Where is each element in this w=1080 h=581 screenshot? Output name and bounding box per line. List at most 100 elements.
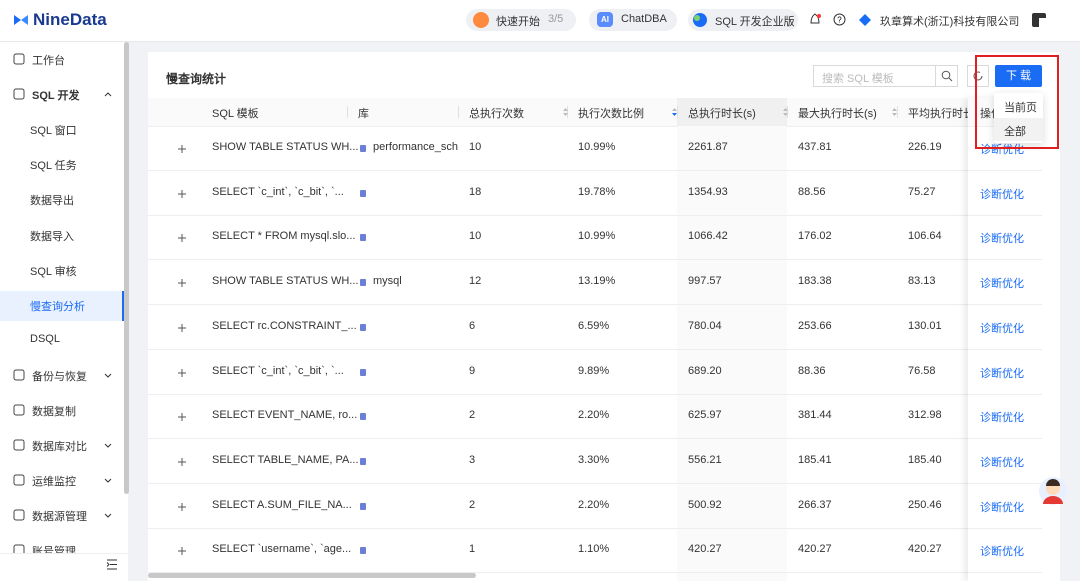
menu-item[interactable]: SQL 窗口: [30, 125, 77, 138]
action-link[interactable]: 诊断优化: [980, 456, 1024, 469]
refresh-icon: [972, 70, 984, 82]
row-divider: [148, 527, 1042, 529]
db-icon: [360, 279, 366, 287]
expand-icon[interactable]: [178, 412, 186, 422]
menu-icon-svg: [13, 439, 25, 451]
cell-ratio: 9.89%: [578, 364, 610, 377]
chevron: [103, 370, 113, 380]
menu-item[interactable]: 工作台: [32, 55, 65, 67]
expand-icon[interactable]: [178, 144, 186, 153]
row-divider: [148, 572, 1042, 574]
chevron-svg: [104, 373, 112, 378]
sort-icon-svg: [672, 108, 677, 116]
sort-icon: [671, 106, 678, 118]
menu-item[interactable]: SQL 开发: [32, 90, 80, 103]
expand-icon[interactable]: [178, 546, 186, 556]
menu-option[interactable]: 全部: [1004, 126, 1026, 138]
bell-icon-svg: [810, 13, 821, 24]
panel-title: 慢查询统计: [166, 72, 227, 86]
collapse-icon-svg: [106, 559, 117, 570]
action-link[interactable]: 诊断优化: [980, 367, 1024, 380]
column-header: 最大执行时长(s): [798, 108, 877, 120]
expand-icon[interactable]: [178, 368, 186, 377]
expand-icon[interactable]: [178, 323, 186, 332]
chevron-svg: [104, 478, 112, 483]
expand-icon[interactable]: [178, 189, 186, 198]
row-divider: [968, 214, 1042, 216]
quick-start-btn[interactable]: [466, 9, 576, 31]
cell-avg: 75.27: [908, 185, 936, 198]
row-divider: [968, 438, 1042, 440]
sql-template: SHOW TABLE STATUS WH...: [212, 275, 359, 288]
cell-count: 2: [469, 498, 476, 511]
edition-btn[interactable]: [688, 9, 798, 31]
menu-item[interactable]: 数据导出: [30, 195, 74, 208]
expand-icon[interactable]: [178, 278, 186, 288]
search-box[interactable]: [813, 65, 958, 87]
sort-icon-svg: [563, 108, 568, 116]
cell-ratio: 10.99%: [578, 230, 616, 243]
action-link[interactable]: 诊断优化: [980, 278, 1024, 291]
row-divider: [968, 482, 1042, 484]
action-link[interactable]: 诊断优化: [980, 546, 1024, 559]
collapse-icon: [106, 559, 118, 570]
menu-item[interactable]: 数据导入: [30, 230, 74, 243]
menu-icon-svg: [13, 369, 25, 381]
expand-icon-svg: [178, 502, 186, 511]
sql-template: SELECT rc.CONSTRAINT_...: [212, 319, 357, 332]
sql-template: SELECT A.SUM_FILE_NA...: [212, 498, 352, 511]
action-link[interactable]: 诊断优化: [980, 233, 1024, 246]
menu-item[interactable]: 慢查询分析: [30, 300, 85, 313]
menu-hover: [994, 118, 1043, 141]
refresh-icon-svg: [973, 71, 983, 81]
cell-avg: 106.64: [908, 230, 942, 243]
chevron: [103, 475, 113, 485]
assistant-avatar[interactable]: [1038, 474, 1068, 508]
sidebar-scroll: [124, 42, 129, 494]
download-btn[interactable]: 下 载: [995, 65, 1042, 87]
action-link[interactable]: 诊断优化: [980, 322, 1024, 335]
expand-icon[interactable]: [178, 233, 186, 243]
menu-item[interactable]: 数据源管理: [32, 511, 87, 524]
cell-ratio: 2.20%: [578, 498, 610, 511]
refresh-btn[interactable]: [967, 65, 989, 87]
expand-icon[interactable]: [178, 457, 186, 466]
cell-total: 1066.42: [688, 230, 728, 243]
sort-icon: [562, 106, 569, 118]
sort-icon: [782, 106, 789, 118]
menu-item[interactable]: 数据库对比: [32, 441, 87, 454]
menu-item[interactable]: 备份与恢复: [32, 370, 87, 383]
sql-template: SELECT TABLE_NAME, PA...: [212, 453, 359, 466]
db-icon: [360, 457, 366, 465]
action-link[interactable]: 诊断优化: [980, 412, 1024, 425]
col-divider: [458, 106, 459, 118]
col-divider: [677, 106, 678, 118]
cell-avg: 83.13: [908, 275, 936, 288]
chevron: [103, 440, 113, 450]
cell-total: 625.97: [688, 409, 722, 422]
row-divider: [148, 170, 1042, 171]
cell-total: 556.21: [688, 453, 722, 466]
menu-option[interactable]: 当前页: [1004, 102, 1037, 114]
menu-item[interactable]: 运维监控: [32, 476, 76, 489]
expand-icon-svg: [178, 457, 186, 466]
menu-item[interactable]: SQL 审核: [30, 265, 77, 278]
row-divider: [148, 438, 1042, 440]
h-scroll: [148, 573, 476, 578]
row-divider: [148, 304, 1042, 306]
menu-item[interactable]: DSQL: [30, 332, 60, 345]
action-link[interactable]: 诊断优化: [980, 501, 1024, 514]
menu-icon-svg: [13, 404, 25, 416]
menu-item[interactable]: 数据复制: [32, 406, 76, 418]
org-icon-svg: [859, 14, 871, 26]
expand-icon[interactable]: [178, 502, 186, 511]
action-link[interactable]: 诊断优化: [980, 188, 1024, 201]
menu-icon-svg: [13, 474, 25, 486]
cell-avg: 420.27: [908, 543, 942, 556]
menu-icon: [13, 474, 25, 486]
assistant-avatar-svg: [1039, 477, 1067, 505]
menu-item[interactable]: SQL 任务: [30, 160, 77, 173]
chatdba: ChatDBA: [621, 13, 667, 25]
column-header: 总执行次数: [469, 108, 524, 120]
col-divider: [567, 106, 568, 118]
